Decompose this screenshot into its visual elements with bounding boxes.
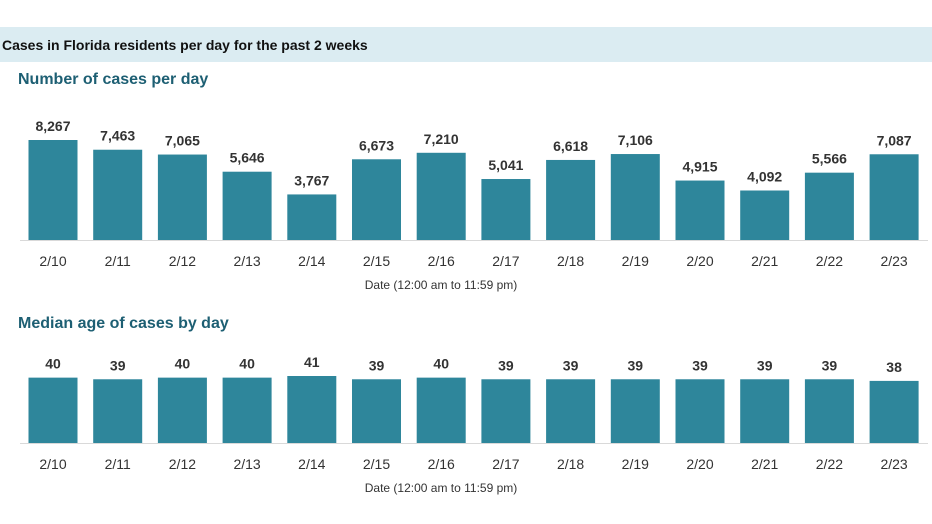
bar bbox=[28, 377, 78, 443]
data-label: 7,463 bbox=[100, 128, 135, 144]
x-tick-label: 2/23 bbox=[880, 253, 907, 269]
x-tick-label: 2/21 bbox=[751, 456, 778, 472]
bar bbox=[481, 379, 531, 443]
data-label: 6,618 bbox=[553, 138, 588, 154]
data-label: 39 bbox=[822, 357, 838, 373]
bar bbox=[287, 194, 337, 240]
bar bbox=[740, 379, 790, 443]
bar bbox=[222, 377, 272, 443]
bar bbox=[869, 154, 919, 240]
bar bbox=[28, 140, 78, 240]
data-label: 5,646 bbox=[230, 150, 265, 166]
data-label: 7,065 bbox=[165, 133, 200, 149]
bar bbox=[416, 152, 466, 240]
data-label: 39 bbox=[110, 357, 126, 373]
x-tick-label: 2/11 bbox=[105, 456, 131, 472]
x-tick-label: 2/10 bbox=[39, 456, 66, 472]
x-tick-label: 2/12 bbox=[169, 456, 196, 472]
bar bbox=[804, 379, 854, 443]
x-tick-label: 2/20 bbox=[686, 456, 713, 472]
bar bbox=[157, 377, 207, 443]
bar bbox=[610, 154, 660, 240]
bar bbox=[287, 376, 337, 443]
data-label: 39 bbox=[369, 357, 385, 373]
data-label: 4,915 bbox=[682, 159, 717, 175]
x-tick-label: 2/23 bbox=[880, 456, 907, 472]
x-tick-label: 2/12 bbox=[169, 253, 196, 269]
x-tick-label: 2/16 bbox=[428, 253, 455, 269]
bar bbox=[93, 379, 143, 443]
bar bbox=[352, 379, 401, 443]
x-tick-label: 2/22 bbox=[816, 253, 843, 269]
data-label: 38 bbox=[886, 359, 902, 375]
x-tick-label: 2/16 bbox=[428, 456, 455, 472]
data-label: 5,566 bbox=[812, 151, 847, 167]
bar bbox=[546, 379, 596, 443]
cases-chart-title: Number of cases per day bbox=[18, 71, 209, 88]
bar bbox=[675, 379, 725, 443]
x-tick-label: 2/17 bbox=[492, 253, 519, 269]
x-tick-label: 2/14 bbox=[298, 253, 325, 269]
bar bbox=[610, 379, 660, 443]
bar bbox=[93, 149, 143, 240]
x-tick-label: 2/15 bbox=[363, 456, 390, 472]
data-label: 6,673 bbox=[359, 137, 394, 153]
data-label: 39 bbox=[628, 357, 644, 373]
data-label: 40 bbox=[175, 356, 191, 372]
bar bbox=[416, 377, 466, 443]
data-label: 7,210 bbox=[424, 131, 459, 147]
data-label: 40 bbox=[45, 356, 61, 372]
median-age-chart-title: Median age of cases by day bbox=[18, 315, 229, 332]
data-label: 39 bbox=[757, 357, 773, 373]
x-tick-label: 2/15 bbox=[363, 253, 390, 269]
x-axis-label: Date (12:00 am to 11:59 pm) bbox=[365, 481, 518, 495]
bar bbox=[675, 180, 725, 240]
data-label: 8,267 bbox=[35, 118, 70, 134]
data-label: 41 bbox=[304, 354, 320, 370]
x-tick-label: 2/11 bbox=[105, 253, 131, 269]
x-tick-label: 2/13 bbox=[233, 253, 260, 269]
x-tick-label: 2/14 bbox=[298, 456, 325, 472]
x-tick-label: 2/19 bbox=[622, 456, 649, 472]
bar bbox=[740, 190, 790, 240]
data-label: 39 bbox=[498, 357, 514, 373]
header-bar: Cases in Florida residents per day for t… bbox=[0, 27, 932, 62]
data-label: 7,087 bbox=[877, 132, 912, 148]
data-label: 40 bbox=[433, 356, 449, 372]
bar bbox=[481, 179, 531, 240]
bar bbox=[546, 159, 596, 240]
x-tick-label: 2/22 bbox=[816, 456, 843, 472]
data-label: 5,041 bbox=[488, 157, 523, 173]
x-axis-label: Date (12:00 am to 11:59 pm) bbox=[365, 278, 518, 292]
x-tick-label: 2/13 bbox=[233, 456, 260, 472]
data-label: 39 bbox=[692, 357, 708, 373]
data-label: 7,106 bbox=[618, 132, 653, 148]
x-tick-label: 2/18 bbox=[557, 253, 584, 269]
x-tick-label: 2/19 bbox=[622, 253, 649, 269]
x-tick-label: 2/18 bbox=[557, 456, 584, 472]
bar bbox=[222, 171, 272, 240]
data-label: 39 bbox=[563, 357, 579, 373]
page-title: Cases in Florida residents per day for t… bbox=[2, 37, 368, 53]
x-tick-label: 2/20 bbox=[686, 253, 713, 269]
x-tick-label: 2/21 bbox=[751, 253, 778, 269]
bar bbox=[869, 380, 919, 443]
data-label: 3,767 bbox=[294, 172, 329, 188]
x-tick-label: 2/17 bbox=[492, 456, 519, 472]
data-label: 4,092 bbox=[747, 169, 782, 185]
bar bbox=[804, 172, 854, 240]
bar bbox=[352, 159, 401, 240]
data-label: 40 bbox=[239, 356, 255, 372]
bar bbox=[157, 154, 207, 240]
x-tick-label: 2/10 bbox=[39, 253, 66, 269]
